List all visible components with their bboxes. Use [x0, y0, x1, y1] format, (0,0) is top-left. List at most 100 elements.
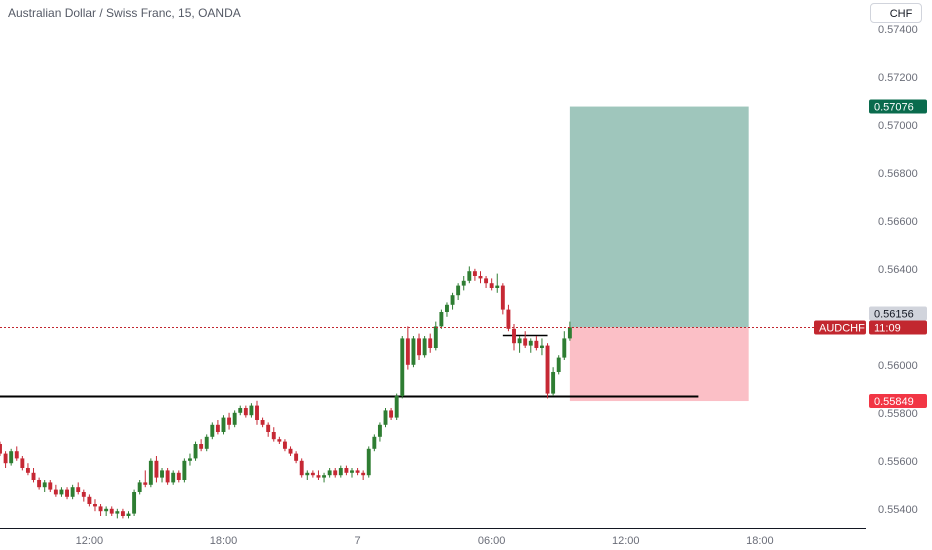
- target-zone[interactable]: [569, 106, 749, 328]
- candle-body: [3, 453, 8, 464]
- target-price-label-bg: [869, 99, 927, 114]
- candle-body: [394, 396, 399, 418]
- price-tick-label: 0.55800: [878, 408, 918, 420]
- candle: [132, 489, 137, 516]
- candle-body: [199, 444, 204, 449]
- candle: [288, 446, 293, 456]
- candle-body: [383, 410, 388, 425]
- candle-body: [489, 283, 494, 288]
- candle: [299, 458, 304, 478]
- candle-body: [9, 451, 14, 464]
- candle-body: [20, 458, 25, 468]
- candle-body: [160, 470, 164, 478]
- candle-body: [556, 357, 561, 372]
- candle: [417, 333, 421, 360]
- candle-body: [25, 468, 30, 473]
- candle: [539, 338, 544, 356]
- candle-body: [445, 304, 449, 312]
- candle-body: [400, 338, 405, 396]
- price-labels: 0.57076 0.55849 0.56156 AUDCHF 11:09: [814, 99, 927, 409]
- time-tick-label: 18:00: [210, 535, 238, 547]
- candle: [154, 456, 159, 483]
- price-tick-label: 0.56000: [878, 360, 918, 372]
- candle: [316, 470, 321, 480]
- stop-price-label-bg: [869, 394, 927, 409]
- time-axis[interactable]: 12:00 18:00 7 06:00 12:00 18:00: [76, 535, 774, 547]
- candle: [53, 484, 58, 497]
- candle: [249, 403, 254, 418]
- currency-button[interactable]: CHF: [870, 3, 922, 23]
- target-price-label-text: 0.57076: [874, 102, 914, 114]
- candle-body: [42, 482, 47, 488]
- candle: [327, 468, 332, 478]
- candle: [355, 468, 360, 476]
- stop-zone[interactable]: [569, 327, 749, 402]
- candle: [422, 336, 427, 358]
- candle: [0, 441, 2, 456]
- chart-title: Australian Dollar / Swiss Franc, 15, OAN…: [8, 6, 241, 20]
- candle-body: [154, 460, 159, 478]
- symbol-label: AUDCHF: [814, 320, 866, 335]
- candle: [48, 480, 53, 492]
- candle-body: [450, 295, 455, 305]
- candle: [344, 465, 349, 476]
- candle-body: [120, 511, 125, 516]
- price-tick-label: 0.55400: [878, 504, 918, 516]
- candle-body: [81, 492, 86, 497]
- candle: [193, 441, 198, 461]
- candle: [243, 405, 248, 418]
- candle-body: [539, 345, 544, 348]
- candle: [377, 422, 382, 442]
- candle: [394, 393, 399, 420]
- candle-body: [93, 504, 97, 507]
- candle-body: [344, 468, 349, 473]
- candle: [305, 470, 310, 480]
- candle-body: [484, 278, 489, 284]
- candle-body: [322, 475, 327, 478]
- candle-body: [467, 271, 472, 281]
- candle: [42, 480, 47, 492]
- candles: [0, 266, 572, 519]
- candle-body: [148, 460, 153, 485]
- candle-body: [143, 482, 148, 485]
- candle: [165, 468, 170, 485]
- time-tick-label: 06:00: [478, 535, 506, 547]
- price-axis[interactable]: 0.57400 0.57200 0.57000 0.56800 0.56600 0.564…: [878, 24, 918, 516]
- candle: [20, 456, 25, 471]
- candle-body: [472, 271, 477, 276]
- time-tick-label: 12:00: [76, 535, 104, 547]
- candle: [489, 278, 494, 291]
- candle-body: [355, 470, 360, 473]
- candle: [104, 506, 109, 516]
- candle-body: [249, 405, 254, 416]
- candle-body: [377, 424, 382, 437]
- candle: [562, 331, 567, 360]
- position-zones[interactable]: [569, 106, 749, 402]
- candle: [472, 268, 477, 281]
- candle: [428, 333, 433, 353]
- candle: [322, 472, 327, 483]
- candle-body: [333, 470, 338, 476]
- candle-body: [361, 472, 366, 476]
- candle: [98, 504, 103, 516]
- candle-body: [366, 448, 371, 476]
- candle-body: [31, 472, 36, 480]
- candle: [31, 468, 36, 483]
- price-tick-label: 0.57400: [878, 24, 918, 36]
- price-tick-label: 0.57200: [878, 72, 918, 84]
- candle: [282, 439, 287, 452]
- candle-body: [277, 439, 282, 442]
- candle-body: [338, 468, 343, 476]
- candle-body: [417, 338, 421, 356]
- candle-body: [316, 475, 321, 478]
- candle: [551, 367, 556, 396]
- candle: [81, 489, 86, 502]
- candle: [255, 400, 259, 425]
- candle: [176, 470, 181, 483]
- candle: [215, 420, 220, 435]
- candle: [160, 468, 164, 483]
- candle: [517, 336, 522, 353]
- candle-body: [433, 326, 438, 348]
- candle: [512, 324, 516, 351]
